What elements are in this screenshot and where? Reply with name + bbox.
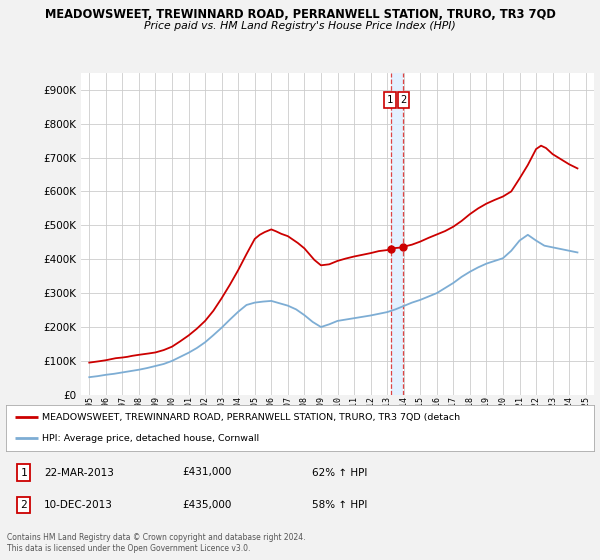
Text: Contains HM Land Registry data © Crown copyright and database right 2024.
This d: Contains HM Land Registry data © Crown c… — [7, 533, 306, 553]
Text: £435,000: £435,000 — [182, 500, 232, 510]
Text: 62% ↑ HPI: 62% ↑ HPI — [312, 468, 367, 478]
Text: 1: 1 — [20, 468, 27, 478]
Bar — [391, 73, 403, 395]
Text: 58% ↑ HPI: 58% ↑ HPI — [312, 500, 367, 510]
Text: 2: 2 — [20, 500, 27, 510]
Text: Price paid vs. HM Land Registry's House Price Index (HPI): Price paid vs. HM Land Registry's House … — [144, 21, 456, 31]
Text: 22-MAR-2013: 22-MAR-2013 — [44, 468, 114, 478]
Text: MEADOWSWEET, TREWINNARD ROAD, PERRANWELL STATION, TRURO, TR3 7QD: MEADOWSWEET, TREWINNARD ROAD, PERRANWELL… — [44, 8, 556, 21]
Text: 2: 2 — [400, 95, 407, 105]
Text: MEADOWSWEET, TREWINNARD ROAD, PERRANWELL STATION, TRURO, TR3 7QD (detach: MEADOWSWEET, TREWINNARD ROAD, PERRANWELL… — [43, 413, 461, 422]
Text: £431,000: £431,000 — [182, 468, 232, 478]
Text: 1: 1 — [387, 95, 393, 105]
Text: 10-DEC-2013: 10-DEC-2013 — [44, 500, 113, 510]
Text: HPI: Average price, detached house, Cornwall: HPI: Average price, detached house, Corn… — [43, 434, 260, 443]
